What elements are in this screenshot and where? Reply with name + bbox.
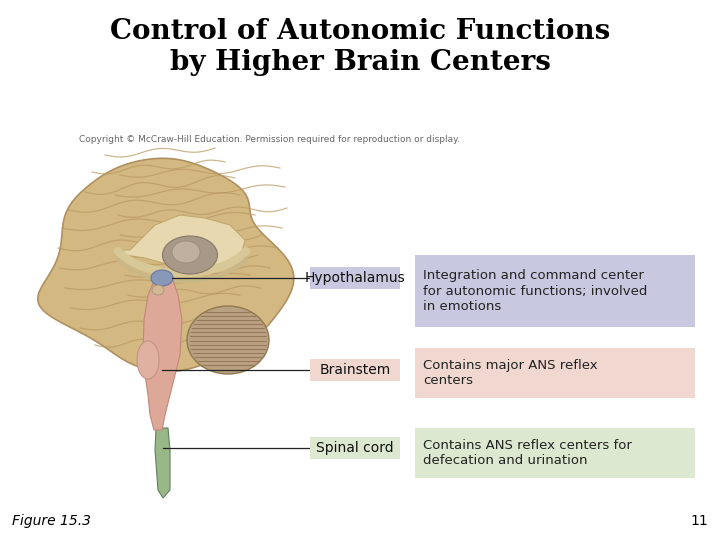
Ellipse shape (187, 306, 269, 374)
Text: Control of Autonomic Functions
by Higher Brain Centers: Control of Autonomic Functions by Higher… (110, 18, 610, 76)
Text: Hypothalamus: Hypothalamus (305, 271, 405, 285)
Ellipse shape (152, 285, 164, 295)
Ellipse shape (172, 241, 200, 263)
Text: Spinal cord: Spinal cord (316, 441, 394, 455)
Polygon shape (37, 158, 294, 372)
FancyBboxPatch shape (415, 255, 695, 327)
FancyBboxPatch shape (415, 428, 695, 478)
Text: Contains ANS reflex centers for
defecation and urination: Contains ANS reflex centers for defecati… (423, 439, 632, 467)
Text: Brainstem: Brainstem (320, 363, 391, 377)
FancyBboxPatch shape (310, 437, 400, 459)
Polygon shape (155, 428, 170, 498)
Ellipse shape (137, 341, 159, 379)
Text: Figure 15.3: Figure 15.3 (12, 514, 91, 528)
Text: Integration and command center
for autonomic functions; involved
in emotions: Integration and command center for auton… (423, 269, 647, 313)
Text: 11: 11 (690, 514, 708, 528)
FancyBboxPatch shape (310, 359, 400, 381)
FancyBboxPatch shape (415, 348, 695, 398)
Text: Copyright © McCraw-Hill Education. Permission required for reproduction or displ: Copyright © McCraw-Hill Education. Permi… (79, 135, 461, 144)
Polygon shape (120, 215, 245, 270)
Ellipse shape (163, 236, 217, 274)
FancyBboxPatch shape (310, 267, 400, 289)
Text: Contains major ANS reflex
centers: Contains major ANS reflex centers (423, 359, 598, 387)
Polygon shape (143, 272, 182, 430)
Ellipse shape (151, 270, 173, 286)
